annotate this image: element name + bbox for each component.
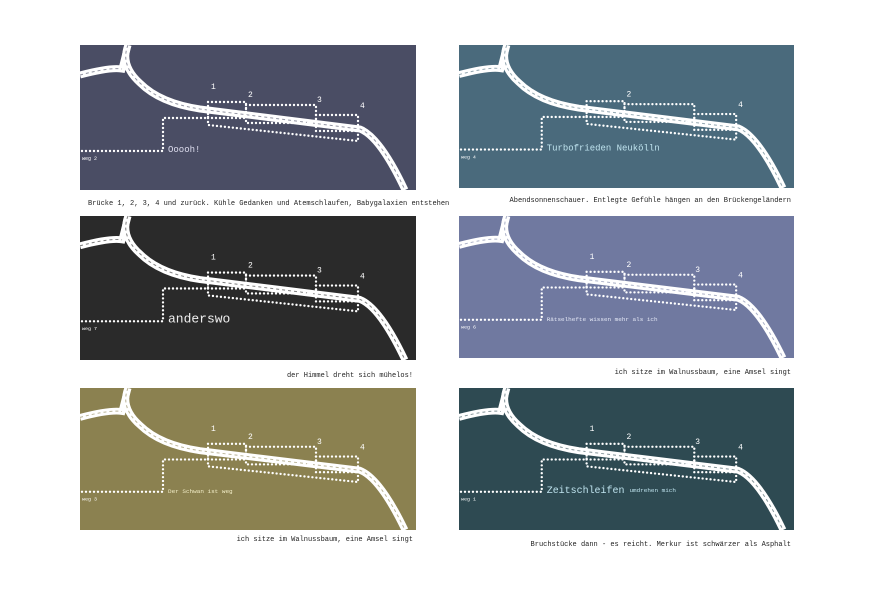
route-label: weg 1 (461, 497, 476, 503)
bridge-number: 1 (590, 253, 595, 262)
walk-path (206, 116, 360, 143)
walk-path (206, 287, 360, 313)
poem-text: Turbofrieden Neukölln (547, 144, 660, 154)
bridge-number: 4 (738, 272, 743, 281)
map-panel: 2 4 Turbofrieden Neukölln weg 4 (459, 45, 794, 188)
bridge-number: 1 (590, 425, 595, 434)
bridge-number: 1 (211, 83, 216, 92)
bridge-number: 4 (360, 273, 365, 282)
route-label: weg 3 (82, 497, 97, 503)
bridge-number: 3 (317, 267, 322, 276)
bridge-number: 3 (695, 438, 700, 447)
walk-path (585, 458, 738, 484)
map-panel: 1 2 3 4 anderswo weg 7 (80, 216, 416, 360)
road-edge (459, 45, 784, 188)
poem-text: Rätselhefte wissen mehr als ich (547, 316, 658, 323)
bridge-number: 2 (627, 433, 632, 442)
map-panel: 1 2 3 4 Zeitschleifen umdrehen mich weg 1 (459, 388, 794, 530)
bridge-number: 2 (248, 91, 253, 100)
caption: ich sitze im Walnussbaum, eine Amsel sin… (236, 536, 413, 544)
bridge-number: 4 (738, 444, 743, 453)
walk-path (585, 115, 738, 141)
bridge-frame (585, 270, 626, 289)
bridge-frame (693, 455, 738, 474)
bridge-frame (206, 271, 248, 290)
bridge-number: 2 (248, 433, 253, 442)
road-edge (80, 388, 406, 530)
poem-text: anderswo (168, 311, 230, 326)
bridge-number: 4 (360, 102, 365, 111)
map-panel: 1 2 3 4 Rätselhefte wissen mehr als ich weg 6 (459, 216, 794, 358)
route-label: weg 7 (82, 326, 97, 332)
bridge-frame (206, 100, 248, 120)
bridge-frame (693, 112, 738, 131)
poem-text: Der Schwan ist weg (168, 488, 233, 495)
bridge-number: 3 (317, 96, 322, 105)
caption: Abendsonnenschauer. Entlegte Gefühle hän… (509, 197, 791, 205)
caption: der Himmel dreht sich mühelos! (286, 372, 413, 380)
map-panel: 1 2 3 4 Ooooh! weg 2 (80, 45, 416, 190)
walk-path (206, 458, 360, 484)
bridge-number: 1 (211, 254, 216, 263)
caption: Bruchstücke dann - es reicht. Merkur ist… (530, 541, 791, 549)
route-label: weg 2 (82, 156, 97, 162)
route-label: weg 6 (461, 325, 476, 331)
bridge-frame (585, 442, 626, 461)
map-panel: 1 2 3 4 Der Schwan ist weg weg 3 (80, 388, 416, 530)
caption: ich sitze im Walnussbaum, eine Amsel sin… (614, 369, 791, 377)
bridge-number: 3 (317, 438, 322, 447)
bridge-number: 2 (248, 262, 253, 271)
bridge-number: 4 (360, 444, 365, 453)
walk-path (585, 286, 738, 312)
bridge-frame (585, 100, 626, 119)
poem-subtext: umdrehen mich (629, 487, 676, 494)
bridge-frame (693, 283, 738, 302)
bridge-frame (314, 284, 360, 303)
poem-text: Ooooh! (168, 145, 200, 155)
road-edge (80, 216, 406, 360)
route-label: weg 4 (461, 154, 476, 160)
bridge-number: 2 (627, 261, 632, 270)
poem-text: Zeitschleifen (547, 485, 625, 496)
bridge-number: 4 (738, 101, 743, 110)
bridge-frame (314, 455, 360, 474)
caption: Brücke 1, 2, 3, 4 und zurück. Kühle Geda… (88, 200, 450, 208)
bridge-number: 1 (211, 425, 216, 434)
bridge-number: 3 (695, 266, 700, 275)
road-edge (459, 388, 784, 530)
bridge-number: 2 (627, 90, 632, 99)
bridge-frame (206, 442, 248, 461)
road-edge (80, 45, 406, 190)
road-edge (459, 216, 784, 358)
bridge-frame (314, 113, 360, 133)
